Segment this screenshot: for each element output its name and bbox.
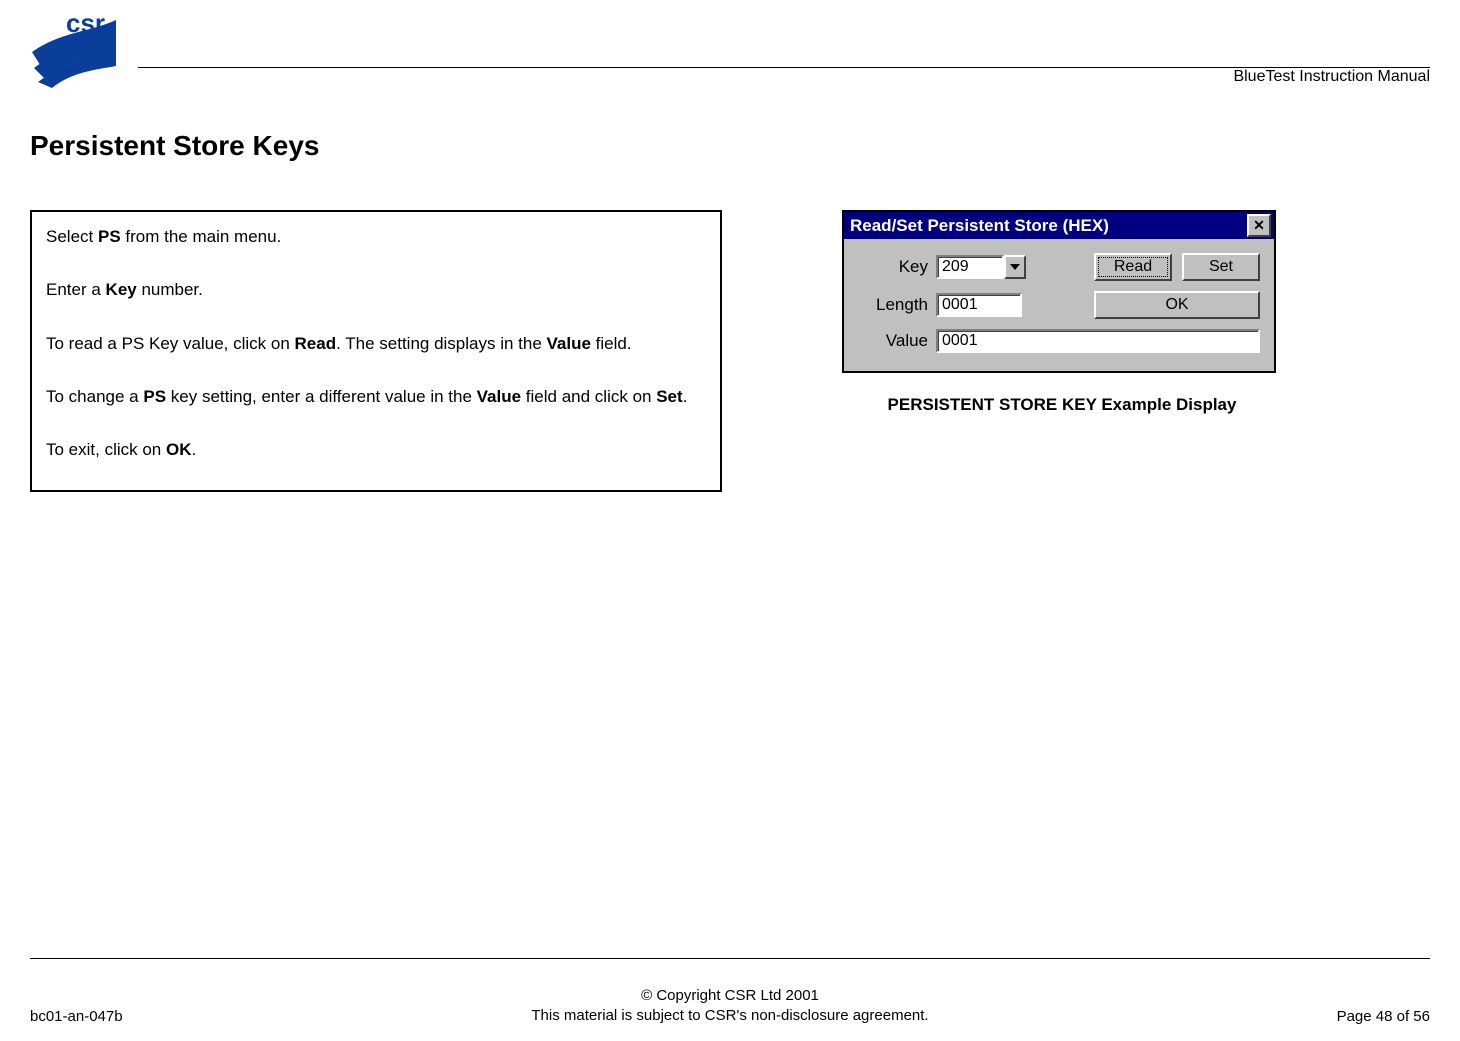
key-dropdown-button[interactable] [1004, 255, 1026, 279]
footer-rule [30, 958, 1430, 959]
dialog-titlebar[interactable]: Read/Set Persistent Store (HEX) ✕ [844, 212, 1274, 239]
chevron-down-icon [1010, 264, 1020, 270]
set-button[interactable]: Set [1182, 253, 1260, 281]
footer-copyright: © Copyright CSR Ltd 2001 [0, 986, 1460, 1006]
dialog-title: Read/Set Persistent Store (HEX) [850, 216, 1109, 236]
footer-page: Page 48 of 56 [1337, 1008, 1430, 1025]
instruction-p3: To read a PS Key value, click on Read. T… [46, 333, 706, 354]
doc-title: BlueTest Instruction Manual [1233, 68, 1430, 86]
instruction-p1: Select PS from the main menu. [46, 226, 706, 247]
instruction-box: Select PS from the main menu. Enter a Ke… [30, 210, 722, 492]
instruction-p4: To change a PS key setting, enter a diff… [46, 386, 706, 407]
row-length: Length 0001 OK [858, 291, 1260, 319]
footer-docid: bc01-an-047b [30, 1008, 123, 1025]
dialog-caption: PERSISTENT STORE KEY Example Display [842, 395, 1282, 415]
logo: csr [30, 12, 118, 90]
page-heading: Persistent Store Keys [30, 130, 1430, 162]
instruction-p2: Enter a Key number. [46, 279, 706, 300]
close-icon[interactable]: ✕ [1247, 214, 1271, 237]
row-value: Value 0001 [858, 329, 1260, 353]
label-length: Length [858, 295, 936, 315]
csr-swoosh-icon: csr [30, 12, 118, 90]
label-key: Key [858, 257, 936, 277]
page-header: csr BlueTest Instruction Manual [30, 10, 1430, 90]
label-value: Value [858, 331, 936, 351]
ps-dialog: Read/Set Persistent Store (HEX) ✕ Key 20… [842, 210, 1276, 373]
length-input[interactable]: 0001 [936, 293, 1022, 317]
read-button[interactable]: Read [1094, 253, 1172, 281]
instruction-p5: To exit, click on OK. [46, 439, 706, 460]
row-key: Key 209 Read Set [858, 253, 1260, 281]
key-input[interactable]: 209 [936, 255, 1004, 279]
value-input[interactable]: 0001 [936, 329, 1260, 353]
ok-button[interactable]: OK [1094, 291, 1260, 319]
